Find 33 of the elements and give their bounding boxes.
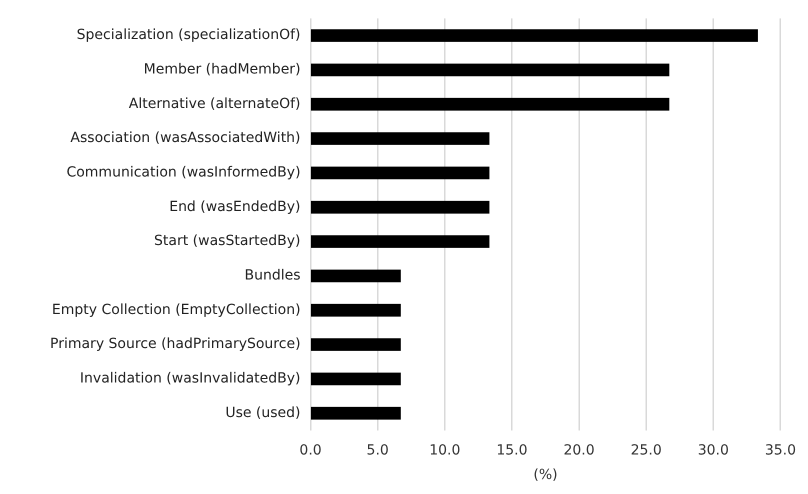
y-tick-label: Association (wasAssociatedWith) bbox=[70, 130, 301, 146]
bar bbox=[310, 132, 490, 145]
bar bbox=[310, 235, 490, 248]
y-tick-label: Invalidation (wasInvalidatedBy) bbox=[80, 370, 301, 387]
x-axis-title: (%) bbox=[533, 467, 558, 484]
y-tick-label: Communication (wasInformedBy) bbox=[66, 164, 301, 181]
bar bbox=[310, 406, 401, 420]
bar bbox=[310, 98, 670, 111]
y-tick-label: Alternative (alternateOf) bbox=[128, 96, 301, 112]
bar bbox=[310, 304, 401, 317]
bar bbox=[310, 29, 758, 42]
x-tick-label: 35.0 bbox=[764, 442, 796, 458]
y-tick-label: Primary Source (hadPrimarySource) bbox=[50, 336, 301, 352]
bar bbox=[310, 166, 490, 180]
y-tick-label: Empty Collection (EmptyCollection) bbox=[52, 302, 301, 318]
x-tick-label: 0.0 bbox=[299, 442, 322, 458]
x-tick-label: 15.0 bbox=[496, 442, 528, 458]
x-tick-label: 25.0 bbox=[630, 442, 662, 458]
bar bbox=[310, 338, 401, 351]
y-tick-label: Specialization (specializationOf) bbox=[76, 27, 301, 44]
x-tick-label: 10.0 bbox=[429, 442, 460, 458]
bar bbox=[310, 372, 401, 386]
bar bbox=[310, 64, 670, 76]
bar bbox=[310, 200, 490, 214]
y-tick-label: End (wasEndedBy) bbox=[169, 198, 301, 215]
y-tick-label: Member (hadMember) bbox=[144, 62, 301, 78]
y-tick-label: Start (wasStartedBy) bbox=[154, 233, 301, 250]
y-tick-label: Bundles bbox=[244, 268, 301, 284]
x-tick-label: 20.0 bbox=[563, 442, 595, 458]
x-tick-label: 5.0 bbox=[366, 442, 389, 458]
y-tick-label: Use (used) bbox=[225, 404, 301, 421]
bar bbox=[310, 270, 401, 282]
x-tick-label: 30.0 bbox=[698, 442, 729, 458]
